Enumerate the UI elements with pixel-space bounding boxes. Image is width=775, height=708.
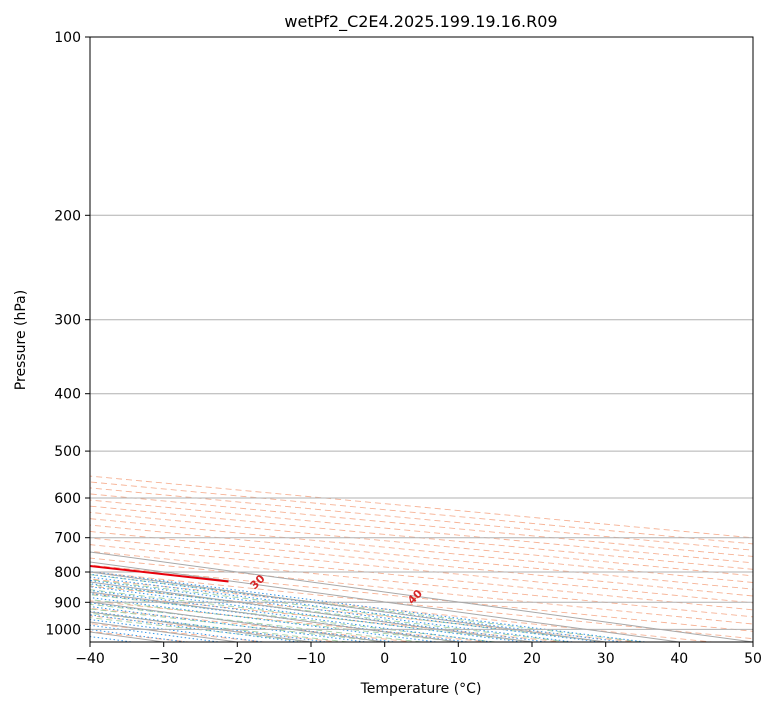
x-tick-label: 0 bbox=[380, 651, 389, 667]
plot-frame bbox=[89, 36, 754, 643]
x-tick-label: 40 bbox=[670, 651, 688, 667]
moist-adiabat bbox=[90, 584, 569, 642]
moist-adiabats bbox=[90, 574, 643, 642]
y-axis-label: Pressure (hPa) bbox=[13, 290, 29, 390]
mixing-ratio-line bbox=[90, 619, 267, 642]
y-tick-label: 800 bbox=[54, 565, 81, 581]
pressure-gridlines bbox=[90, 37, 753, 630]
mixing-ratio-line bbox=[90, 605, 370, 642]
y-tick-label: 400 bbox=[54, 387, 81, 403]
y-tick-label: 500 bbox=[54, 444, 81, 460]
y-axis-ticks: 100 200 300 400 500 600 700 800 900 1000 bbox=[45, 30, 90, 638]
y-tick-label: 600 bbox=[54, 491, 81, 507]
x-axis-ticks: −40 −30 −20 −10 0 10 20 30 40 50 bbox=[75, 642, 762, 667]
x-tick-label: −30 bbox=[149, 651, 179, 667]
y-tick-label: 200 bbox=[54, 208, 81, 224]
x-tick-label: 10 bbox=[449, 651, 467, 667]
y-tick-label: 100 bbox=[54, 30, 81, 46]
mixing-ratio-line bbox=[90, 610, 331, 642]
plot-area: 0.10.20.40.611.52346810131620253036-100-… bbox=[90, 37, 753, 642]
y-tick-label: 1000 bbox=[45, 622, 81, 638]
y-tick-label: 700 bbox=[54, 531, 81, 547]
y-tick-label: 300 bbox=[54, 313, 81, 329]
mixing-ratio-lines bbox=[90, 570, 650, 642]
x-tick-label: 30 bbox=[597, 651, 615, 667]
dry-adiabat bbox=[90, 475, 753, 539]
mixing-ratio-line bbox=[90, 573, 627, 642]
mixing-ratio-line bbox=[90, 614, 304, 642]
x-tick-label: −10 bbox=[296, 651, 326, 667]
moist-adiabat bbox=[90, 594, 496, 642]
x-tick-label: −20 bbox=[223, 651, 253, 667]
moist-adiabat bbox=[90, 579, 606, 642]
x-tick-label: −40 bbox=[75, 651, 105, 667]
y-tick-label: 900 bbox=[54, 595, 81, 611]
x-tick-label: 20 bbox=[523, 651, 541, 667]
x-axis-label: Temperature (°C) bbox=[360, 681, 482, 697]
chart-title: wetPf2_C2E4.2025.199.19.16.R09 bbox=[284, 12, 557, 32]
x-tick-label: 50 bbox=[744, 651, 762, 667]
mixing-ratio-line bbox=[90, 570, 650, 642]
